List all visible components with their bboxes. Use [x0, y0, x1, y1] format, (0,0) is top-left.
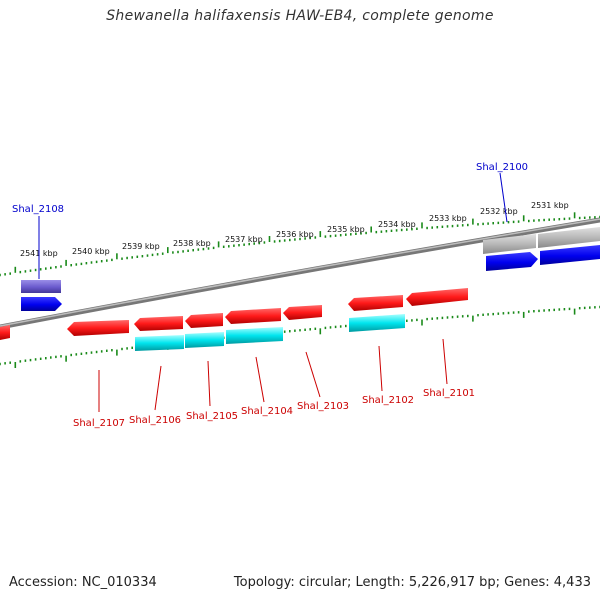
gene-shal-2106[interactable]	[134, 316, 183, 331]
gene-shal-2104[interactable]	[225, 308, 281, 324]
label-shal-2103[interactable]: Shal_2103	[297, 401, 349, 412]
label-shal-2108[interactable]: Shal_2108	[12, 204, 64, 215]
label-shal-2104[interactable]: Shal_2104	[241, 406, 293, 417]
gene-shal-2108-faded[interactable]	[21, 280, 61, 293]
map-title: Shewanella halifaxensis HAW-EB4, complet…	[106, 8, 494, 24]
genome-backbone-highlight	[0, 218, 600, 327]
gene-gray-1[interactable]	[483, 234, 536, 254]
scale-label-2536: 2536 kbp	[276, 230, 314, 239]
gene-red-edge[interactable]	[0, 325, 10, 340]
scale-label-2532: 2532 kbp	[480, 207, 518, 216]
label-shal-2106[interactable]: Shal_2106	[129, 415, 181, 426]
leader-shal-2102	[378, 345, 383, 392]
scale-label-2531: 2531 kbp	[531, 201, 569, 210]
scale-label-2540: 2540 kbp	[72, 247, 110, 256]
gene-gray-2[interactable]	[538, 227, 600, 248]
accession-label: Accession: NC_010334	[9, 575, 157, 590]
label-shal-2102[interactable]: Shal_2102	[362, 395, 414, 406]
cds-shal-2106[interactable]	[135, 335, 184, 351]
scale-label-2533: 2533 kbp	[429, 214, 467, 223]
gene-shal-2105[interactable]	[185, 313, 223, 328]
leader-shal-2106	[154, 365, 162, 411]
gene-shal-2103[interactable]	[283, 305, 322, 320]
gene-shal-2107[interactable]	[67, 320, 129, 336]
scale-label-2538: 2538 kbp	[173, 239, 211, 248]
cds-shal-2105[interactable]	[185, 332, 224, 348]
leader-shal-2100	[499, 172, 508, 223]
leader-shal-2103	[305, 351, 321, 398]
cds-shal-2102[interactable]	[349, 314, 405, 332]
gene-shal-2108[interactable]	[21, 297, 62, 311]
scale-label-2534: 2534 kbp	[378, 220, 416, 229]
cds-shal-2104[interactable]	[226, 327, 283, 344]
label-shal-2101[interactable]: Shal_2101	[423, 388, 475, 399]
label-shal-2107[interactable]: Shal_2107	[73, 418, 125, 429]
label-shal-2105[interactable]: Shal_2105	[186, 411, 238, 422]
gene-shal-2100[interactable]	[486, 252, 538, 271]
forward-scale-track	[0, 212, 600, 277]
genome-summary-label: Topology: circular; Length: 5,226,917 bp…	[233, 575, 591, 590]
label-shal-2100[interactable]: Shal_2100	[476, 162, 528, 173]
scale-label-2535: 2535 kbp	[327, 225, 365, 234]
leader-shal-2105	[207, 360, 211, 407]
gene-shal-2102[interactable]	[348, 295, 403, 311]
scale-label-2537: 2537 kbp	[225, 235, 263, 244]
genome-backbone	[0, 217, 600, 330]
leader-shal-2104	[255, 356, 265, 403]
gene-shal-2101[interactable]	[406, 288, 468, 306]
leader-shal-2101	[442, 338, 448, 385]
scale-label-2539: 2539 kbp	[122, 242, 160, 251]
gene-forward-edge[interactable]	[540, 245, 600, 265]
